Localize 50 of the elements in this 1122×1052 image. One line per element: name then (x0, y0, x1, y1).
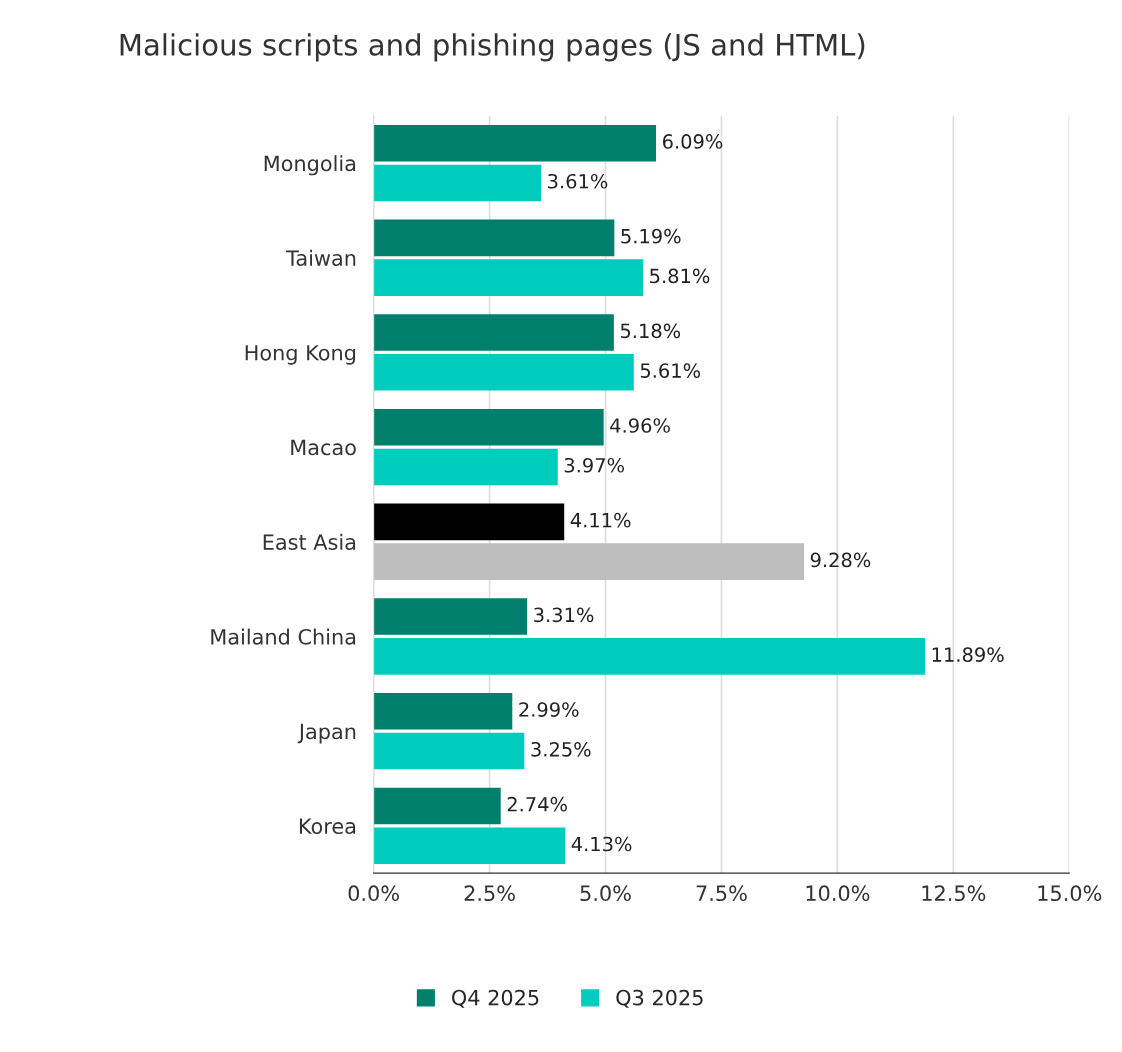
data-label: 5.18% (620, 323, 681, 339)
bar (373, 164, 542, 202)
data-label: 4.13% (571, 836, 632, 852)
bar (373, 598, 528, 635)
bar (373, 354, 634, 391)
y-tick-label: East Asia (263, 533, 356, 550)
bar (373, 314, 614, 351)
data-label: 3.25% (531, 741, 591, 757)
data-label: 9.28% (810, 552, 871, 568)
data-label: 3.31% (534, 607, 594, 623)
bar (373, 219, 615, 257)
data-label: 3.61% (548, 173, 608, 189)
x-tick-label: 10.0% (806, 885, 870, 902)
bar (373, 259, 644, 296)
data-label: 4.96% (610, 418, 670, 433)
y-tick-label: Hong Kong (245, 345, 356, 365)
data-label: 11.89% (932, 647, 1004, 662)
data-label: 2.74% (507, 796, 567, 812)
x-tick-label: 2.5% (464, 885, 515, 902)
data-label: 4.11% (570, 512, 631, 528)
legend-label: Q4 2025 (452, 989, 539, 1008)
bar (373, 124, 657, 162)
x-tick-label: 12.5% (922, 885, 986, 902)
y-tick-label: Japan (297, 723, 356, 744)
x-tick-label: 0.0% (348, 885, 399, 902)
y-tick-label: Macao (291, 439, 356, 456)
data-label: 3.97% (564, 457, 624, 473)
x-tick-label: 7.5% (696, 885, 747, 902)
data-label: 5.61% (640, 363, 701, 378)
x-tick-label: 15.0% (1038, 885, 1102, 902)
legend-label: Q3 2025 (616, 989, 703, 1008)
bar (373, 692, 513, 730)
y-tick-label: Mongolia (264, 155, 356, 176)
bar (373, 503, 565, 541)
data-label: 6.09% (662, 134, 723, 149)
y-tick-label: Korea (299, 818, 356, 835)
x-tick-label: 5.0% (580, 885, 631, 902)
bar (373, 732, 525, 770)
y-tick-label: Mailand China (211, 628, 356, 645)
bar (373, 543, 804, 580)
chart-title: Malicious scripts and phishing pages (JS and HTML) (120, 33, 865, 62)
data-label: 5.81% (650, 268, 710, 284)
bar (373, 408, 604, 446)
bar (373, 638, 926, 675)
bar (373, 827, 566, 864)
bar (373, 787, 501, 825)
data-label: 5.19% (621, 228, 681, 244)
bar (373, 448, 558, 486)
y-tick-label: Taiwan (286, 249, 356, 266)
data-label: 2.99% (519, 702, 579, 717)
